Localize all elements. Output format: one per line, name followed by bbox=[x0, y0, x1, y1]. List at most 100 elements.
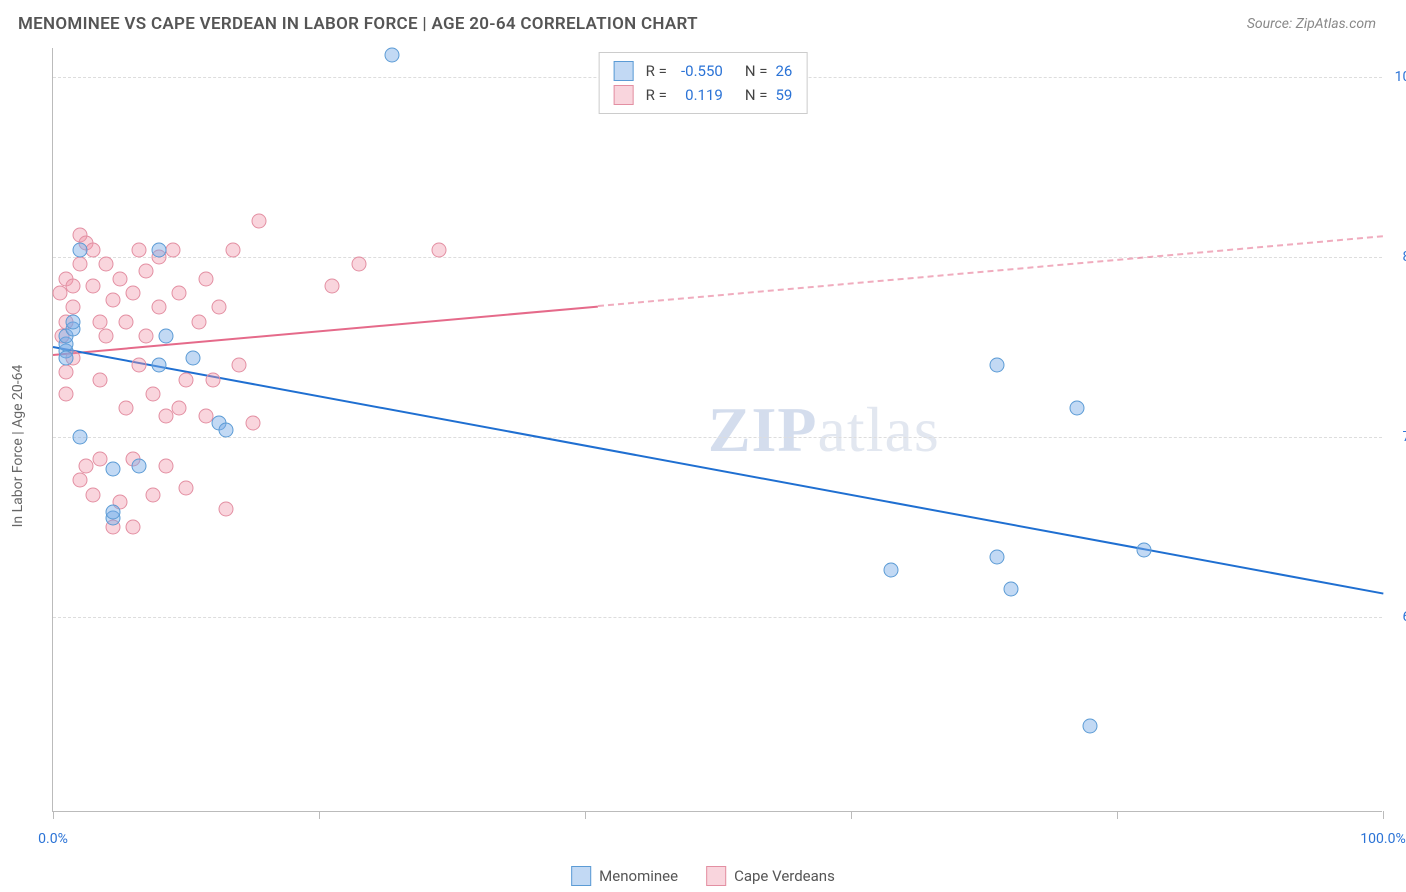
data-point-cape-verdeans bbox=[105, 293, 120, 308]
data-point-cape-verdeans bbox=[192, 314, 207, 329]
data-point-cape-verdeans bbox=[99, 329, 114, 344]
legend-swatch-icon bbox=[614, 85, 634, 105]
y-tick-label: 100.0% bbox=[1395, 69, 1406, 85]
y-tick-label: 75.0% bbox=[1402, 429, 1406, 445]
n-label: N = bbox=[745, 86, 768, 104]
data-point-cape-verdeans bbox=[119, 314, 134, 329]
data-point-cape-verdeans bbox=[252, 213, 267, 228]
data-point-cape-verdeans bbox=[132, 242, 147, 257]
x-tick bbox=[53, 811, 54, 819]
x-tick bbox=[1117, 811, 1118, 819]
data-point-cape-verdeans bbox=[139, 264, 154, 279]
data-point-cape-verdeans bbox=[99, 257, 114, 272]
data-point-cape-verdeans bbox=[179, 480, 194, 495]
data-point-cape-verdeans bbox=[92, 372, 107, 387]
data-point-cape-verdeans bbox=[165, 242, 180, 257]
data-point-menominee bbox=[59, 350, 74, 365]
data-point-menominee bbox=[1070, 401, 1085, 416]
data-point-cape-verdeans bbox=[112, 271, 127, 286]
data-point-cape-verdeans bbox=[72, 473, 87, 488]
data-point-menominee bbox=[990, 549, 1005, 564]
legend-row: R = 0.119 N = 59 bbox=[614, 83, 793, 107]
source-attribution: Source: ZipAtlas.com bbox=[1247, 16, 1376, 32]
y-tick-label: 62.5% bbox=[1402, 609, 1406, 625]
data-point-cape-verdeans bbox=[205, 372, 220, 387]
data-point-menominee bbox=[385, 48, 400, 63]
data-point-cape-verdeans bbox=[212, 300, 227, 315]
legend-swatch-icon bbox=[706, 866, 726, 886]
data-point-cape-verdeans bbox=[245, 415, 260, 430]
data-point-cape-verdeans bbox=[198, 271, 213, 286]
trend-line bbox=[53, 305, 598, 355]
data-point-cape-verdeans bbox=[152, 300, 167, 315]
data-point-menominee bbox=[152, 242, 167, 257]
data-point-cape-verdeans bbox=[179, 372, 194, 387]
x-tick-label: 0.0% bbox=[38, 831, 68, 847]
legend-item: Menominee bbox=[571, 866, 678, 886]
data-point-menominee bbox=[105, 505, 120, 520]
x-tick bbox=[1383, 811, 1384, 819]
data-point-cape-verdeans bbox=[59, 365, 74, 380]
data-point-cape-verdeans bbox=[119, 401, 134, 416]
data-point-cape-verdeans bbox=[65, 278, 80, 293]
r-label: R = bbox=[646, 62, 667, 80]
data-point-cape-verdeans bbox=[59, 386, 74, 401]
n-label: N = bbox=[745, 62, 768, 80]
chart-title: MENOMINEE VS CAPE VERDEAN IN LABOR FORCE… bbox=[18, 14, 698, 34]
gridline bbox=[53, 437, 1382, 438]
x-tick bbox=[319, 811, 320, 819]
data-point-menominee bbox=[105, 461, 120, 476]
data-point-menominee bbox=[990, 358, 1005, 373]
data-point-cape-verdeans bbox=[145, 487, 160, 502]
data-point-cape-verdeans bbox=[85, 278, 100, 293]
data-point-cape-verdeans bbox=[351, 257, 366, 272]
data-point-menominee bbox=[218, 423, 233, 438]
trend-line bbox=[53, 346, 1383, 594]
data-point-menominee bbox=[152, 358, 167, 373]
r-value: 0.119 bbox=[675, 86, 723, 104]
data-point-menominee bbox=[159, 329, 174, 344]
data-point-cape-verdeans bbox=[125, 286, 140, 301]
correlation-legend: R = -0.550 N = 26 R = 0.119 N = 59 bbox=[599, 52, 808, 114]
n-value: 26 bbox=[775, 62, 792, 80]
gridline bbox=[53, 617, 1382, 618]
data-point-cape-verdeans bbox=[92, 314, 107, 329]
series-legend: Menominee Cape Verdeans bbox=[571, 866, 835, 886]
data-point-cape-verdeans bbox=[325, 278, 340, 293]
legend-swatch-icon bbox=[571, 866, 591, 886]
legend-row: R = -0.550 N = 26 bbox=[614, 59, 793, 83]
data-point-cape-verdeans bbox=[172, 286, 187, 301]
data-point-menominee bbox=[1136, 542, 1151, 557]
data-point-menominee bbox=[1003, 581, 1018, 596]
legend-label: Cape Verdeans bbox=[734, 867, 835, 885]
y-tick-label: 87.5% bbox=[1402, 249, 1406, 265]
data-point-cape-verdeans bbox=[65, 300, 80, 315]
legend-item: Cape Verdeans bbox=[706, 866, 835, 886]
data-point-menominee bbox=[1083, 718, 1098, 733]
legend-swatch-icon bbox=[614, 61, 634, 81]
trend-line bbox=[598, 235, 1383, 307]
x-tick bbox=[851, 811, 852, 819]
data-point-cape-verdeans bbox=[139, 329, 154, 344]
data-point-cape-verdeans bbox=[232, 358, 247, 373]
data-point-cape-verdeans bbox=[225, 242, 240, 257]
n-value: 59 bbox=[775, 86, 792, 104]
data-point-menominee bbox=[883, 562, 898, 577]
r-label: R = bbox=[646, 86, 667, 104]
data-point-cape-verdeans bbox=[218, 502, 233, 517]
data-point-cape-verdeans bbox=[92, 451, 107, 466]
data-point-cape-verdeans bbox=[85, 487, 100, 502]
x-tick bbox=[585, 811, 586, 819]
data-point-menominee bbox=[65, 314, 80, 329]
data-point-cape-verdeans bbox=[159, 459, 174, 474]
gridline bbox=[53, 257, 1382, 258]
scatter-chart: ZIPatlas 62.5%75.0%87.5%100.0%0.0%100.0% bbox=[52, 48, 1382, 812]
data-point-menominee bbox=[185, 350, 200, 365]
data-point-menominee bbox=[132, 459, 147, 474]
data-point-cape-verdeans bbox=[125, 519, 140, 534]
data-point-cape-verdeans bbox=[172, 401, 187, 416]
data-point-cape-verdeans bbox=[431, 242, 446, 257]
y-axis-label: In Labor Force | Age 20-64 bbox=[10, 365, 26, 528]
r-value: -0.550 bbox=[675, 62, 723, 80]
data-point-cape-verdeans bbox=[132, 358, 147, 373]
